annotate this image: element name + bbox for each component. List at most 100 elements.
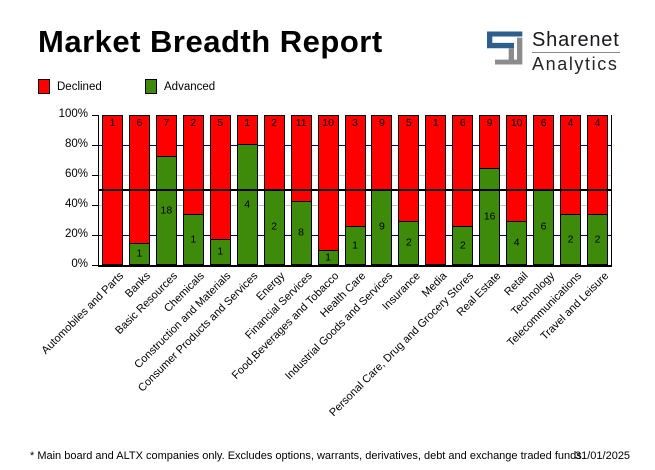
y-tick-label-80: 80% — [64, 138, 88, 150]
advanced-count-label: 1 — [136, 247, 143, 260]
declined-count-label: 5 — [217, 117, 224, 129]
advanced-count-label: 2 — [405, 236, 412, 249]
declined-count-label: 1 — [244, 117, 251, 129]
reference-line-50pct — [99, 189, 611, 191]
declined-legend-swatch — [38, 79, 50, 94]
advanced-legend-swatch — [145, 79, 157, 94]
bar-financial-services: 11 8 — [290, 115, 312, 265]
advanced-segment: 9 — [371, 190, 393, 265]
y-tick-mark-100 — [92, 115, 98, 116]
advanced-count-label: 4 — [244, 198, 251, 210]
logo-brand-name: Sharenet — [532, 29, 620, 51]
legend-item-advanced: Advanced — [145, 79, 215, 94]
declined-count-label: 6 — [540, 117, 547, 129]
advanced-segment: 6 — [533, 190, 555, 265]
declined-count-label: 9 — [378, 117, 385, 129]
advanced-segment: 16 — [479, 169, 501, 265]
advanced-segment: 2 — [560, 215, 582, 265]
advanced-segment: 2 — [587, 215, 608, 265]
declined-count-label: 10 — [510, 117, 523, 129]
declined-segment: 7 — [155, 115, 177, 157]
logo-brand-sub: Analytics — [532, 54, 619, 74]
sharenet-logo-icon — [487, 31, 523, 65]
advanced-segment: 2 — [398, 222, 420, 265]
declined-count-label: 6 — [459, 117, 466, 129]
y-tick-mark-80 — [92, 145, 98, 146]
declined-segment: 6 — [452, 115, 474, 227]
declined-count-label: 4 — [594, 117, 601, 129]
sharenet-logo: Sharenet Analytics — [487, 30, 620, 74]
declined-count-label: 1 — [432, 117, 439, 129]
advanced-count-label: 8 — [298, 226, 305, 239]
y-tick-label-100: 100% — [58, 108, 88, 120]
advanced-segment: 1 — [209, 240, 231, 265]
declined-segment: 3 — [344, 115, 366, 227]
declined-count-label: 5 — [405, 117, 412, 129]
advanced-count-label: 2 — [459, 239, 466, 251]
declined-count-label: 9 — [486, 117, 493, 129]
advanced-segment: 1 — [128, 244, 150, 265]
advanced-segment: 4 — [236, 145, 258, 265]
advanced-count-label: 2 — [271, 220, 278, 233]
bar-food-beverages-and-tobacco: 10 1 — [317, 115, 339, 265]
advanced-count-label: 1 — [325, 251, 332, 263]
advanced-count-label: 1 — [190, 233, 197, 245]
advanced-count-label: 2 — [567, 233, 574, 245]
declined-segment: 1 — [236, 115, 258, 145]
declined-count-label: 2 — [271, 117, 278, 129]
declined-count-label: 10 — [322, 117, 334, 129]
declined-segment: 10 — [506, 115, 528, 222]
declined-count-label: 3 — [352, 117, 358, 129]
declined-count-label: 6 — [136, 117, 143, 129]
declined-segment: 4 — [560, 115, 582, 215]
advanced-count-label: 1 — [217, 245, 224, 258]
y-tick-mark-40 — [92, 205, 98, 206]
declined-segment: 9 — [371, 115, 393, 190]
logo-text: Sharenet Analytics — [532, 30, 620, 74]
category-label-automobiles-and-parts: Automobiles and Parts — [39, 270, 126, 357]
bar-real-estate: 9 16 — [479, 115, 501, 265]
declined-segment: 2 — [263, 115, 285, 190]
advanced-segment: 1 — [344, 227, 366, 265]
bar-basic-resources: 7 18 — [155, 115, 177, 265]
y-tick-label-20: 20% — [64, 228, 88, 240]
declined-segment: 6 — [128, 115, 150, 244]
chart-plot-area: 1 6 1 7 18 2 1 5 1 1 4 2 2 11 8 10 1 3 1 9 9 5 2 1 6 2 9 16 10 4 6 6 4 2 4… — [98, 115, 612, 267]
advanced-legend-label: Advanced — [164, 80, 216, 93]
declined-count-label: 4 — [567, 117, 574, 129]
bar-retail: 10 4 — [506, 115, 528, 265]
advanced-segment: 8 — [290, 202, 312, 265]
declined-segment: 9 — [479, 115, 501, 169]
advanced-count-label: 6 — [540, 220, 547, 233]
declined-segment: 5 — [398, 115, 420, 222]
advanced-count-label: 16 — [483, 210, 496, 222]
declined-count-label: 11 — [295, 117, 307, 129]
declined-segment: 6 — [533, 115, 555, 190]
advanced-segment: 2 — [263, 190, 285, 265]
page-title: Market Breadth Report — [38, 24, 383, 59]
declined-segment: 5 — [209, 115, 231, 240]
logo-divider — [532, 52, 620, 53]
y-tick-label-40: 40% — [64, 198, 88, 210]
declined-count-label: 1 — [109, 117, 116, 129]
y-tick-label-0: 0% — [71, 258, 88, 270]
advanced-segment: 18 — [155, 157, 177, 265]
advanced-count-label: 2 — [594, 233, 601, 245]
advanced-count-label: 4 — [513, 236, 520, 249]
declined-segment: 4 — [587, 115, 608, 215]
declined-count-label: 7 — [163, 117, 170, 129]
advanced-count-label: 1 — [352, 239, 358, 251]
y-tick-mark-0 — [92, 265, 98, 266]
declined-segment: 10 — [317, 115, 339, 251]
declined-legend-label: Declined — [57, 80, 102, 93]
y-tick-label-60: 60% — [64, 168, 88, 180]
advanced-segment: 2 — [452, 227, 474, 265]
y-tick-mark-60 — [92, 175, 98, 176]
